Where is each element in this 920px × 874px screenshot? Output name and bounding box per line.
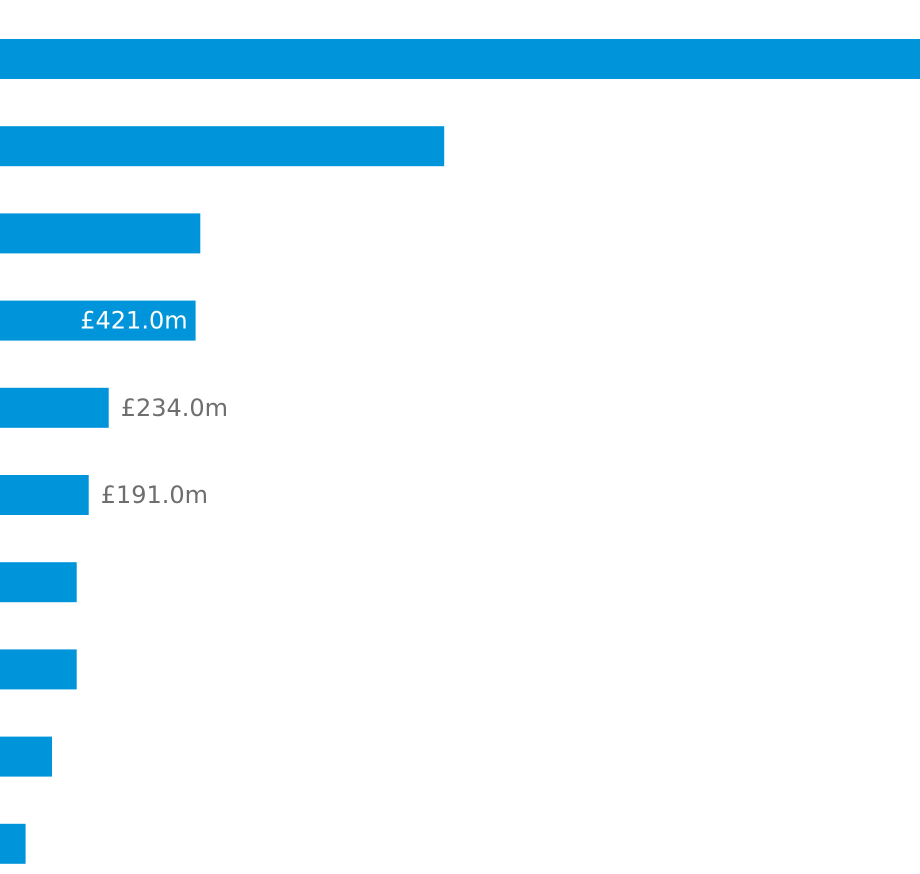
bar-10 <box>0 823 26 864</box>
bar-8 <box>0 649 77 690</box>
bar-7 <box>0 562 77 603</box>
bar-5 <box>0 387 109 428</box>
bar-5-value-label: £234.0m <box>121 394 228 422</box>
bar-9 <box>0 736 52 777</box>
bar-3 <box>0 213 201 254</box>
labels-group: £421.0m £234.0m £191.0m <box>80 307 228 509</box>
bar-6-value-label: £191.0m <box>101 481 208 509</box>
bar-4 <box>0 300 196 341</box>
bar-2 <box>0 126 445 167</box>
bar-4-value-label: £421.0m <box>80 307 187 335</box>
bar-1 <box>0 39 920 79</box>
bar-6 <box>0 475 89 515</box>
bars-group <box>0 39 920 864</box>
